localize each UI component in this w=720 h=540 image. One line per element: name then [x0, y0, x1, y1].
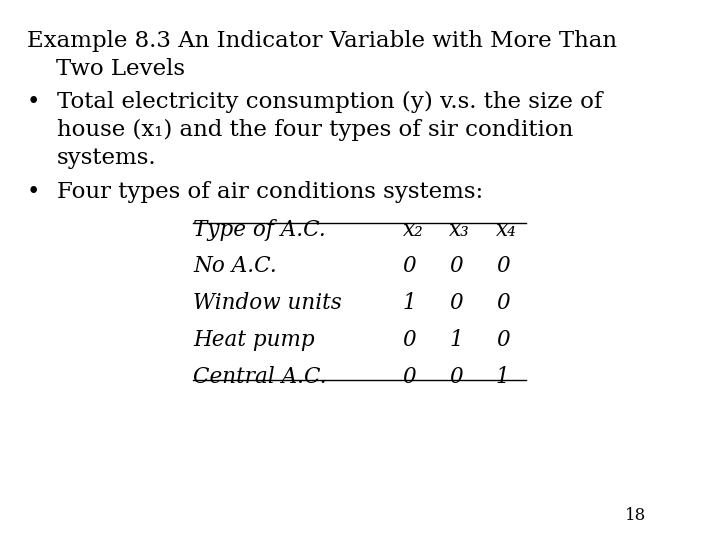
Text: 0: 0: [402, 366, 416, 388]
Text: x₃: x₃: [449, 219, 470, 241]
Text: Four types of air conditions systems:: Four types of air conditions systems:: [57, 181, 483, 203]
Text: No A.C.: No A.C.: [193, 255, 276, 278]
Text: 0: 0: [402, 255, 416, 278]
Text: 0: 0: [449, 255, 463, 278]
Text: •: •: [27, 181, 40, 203]
Text: 0: 0: [496, 329, 510, 351]
Text: Heat pump: Heat pump: [193, 329, 315, 351]
Text: •: •: [27, 91, 40, 113]
Text: x₂: x₂: [402, 219, 423, 241]
Text: systems.: systems.: [57, 147, 156, 169]
Text: Total electricity consumption (y) v.s. the size of: Total electricity consumption (y) v.s. t…: [57, 91, 602, 113]
Text: 0: 0: [449, 292, 463, 314]
Text: Example 8.3 An Indicator Variable with More Than: Example 8.3 An Indicator Variable with M…: [27, 30, 616, 52]
Text: Window units: Window units: [193, 292, 342, 314]
Text: Central A.C.: Central A.C.: [193, 366, 327, 388]
Text: Type of A.C.: Type of A.C.: [193, 219, 325, 241]
Text: 0: 0: [449, 366, 463, 388]
Text: 0: 0: [402, 329, 416, 351]
Text: 1: 1: [496, 366, 510, 388]
Text: 18: 18: [624, 507, 646, 524]
Text: 1: 1: [449, 329, 463, 351]
Text: 0: 0: [496, 292, 510, 314]
Text: 1: 1: [402, 292, 416, 314]
Text: Two Levels: Two Levels: [27, 58, 184, 80]
Text: 0: 0: [496, 255, 510, 278]
Text: x₄: x₄: [496, 219, 517, 241]
Text: house (x₁) and the four types of sir condition: house (x₁) and the four types of sir con…: [57, 119, 573, 141]
